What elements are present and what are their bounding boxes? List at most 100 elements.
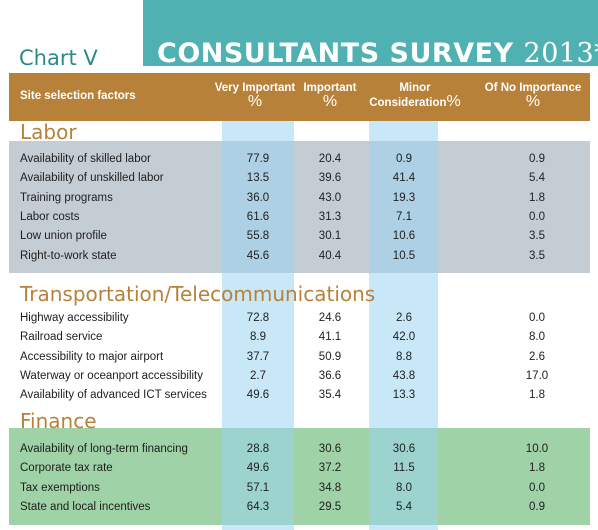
survey-title-main: CONSULTANTS SURVEY bbox=[157, 38, 514, 69]
row-value-cell: 5.4 bbox=[529, 172, 545, 185]
row-factor-label: Highway accessibility bbox=[20, 312, 129, 324]
table-row: Low union profile 55.8 30.1 10.6 3.5 bbox=[20, 227, 590, 246]
row-factor-label: Low union profile bbox=[20, 230, 107, 243]
row-value-cell: 30.6 bbox=[318, 443, 342, 455]
row-value-cell: 2.7 bbox=[250, 369, 266, 382]
row-value-cell: 5.4 bbox=[396, 500, 412, 513]
survey-year: 2013* bbox=[523, 38, 598, 69]
row-value-cell: 8.8 bbox=[396, 350, 412, 363]
header-very-important: Very Important % bbox=[205, 82, 305, 110]
row-value-cell: 30.1 bbox=[318, 230, 342, 243]
row-value-cell: 29.5 bbox=[318, 500, 342, 513]
row-value-cell: 8.9 bbox=[250, 331, 266, 344]
table-row: Highway accessibility 72.8 24.6 2.6 0.0 bbox=[20, 309, 590, 328]
row-factor-label: Tax exemptions bbox=[20, 481, 100, 494]
row-value-cell: 0.0 bbox=[529, 312, 545, 324]
row-value-cell: 11.5 bbox=[393, 462, 415, 475]
row-factor-label: Labor costs bbox=[20, 210, 80, 223]
row-value-cell: 2.6 bbox=[396, 312, 412, 324]
table-row: State and local incentives 64.3 29.5 5.4 0.9 bbox=[20, 498, 590, 517]
row-value-cell: 34.8 bbox=[318, 481, 342, 494]
row-factor-label: State and local incentives bbox=[20, 500, 151, 513]
table-row: Right-to-work state 45.6 40.4 10.5 3.5 bbox=[20, 247, 590, 266]
header-important: Important % bbox=[280, 82, 380, 110]
row-value-cell: 49.6 bbox=[246, 462, 270, 475]
row-value-cell: 7.1 bbox=[396, 210, 412, 223]
row-value-cell: 37.2 bbox=[318, 462, 342, 475]
row-value-cell: 8.0 bbox=[396, 481, 412, 494]
survey-title: CONSULTANTS SURVEY 2013* bbox=[157, 38, 598, 69]
row-value-cell: 0.9 bbox=[529, 153, 545, 165]
row-factor-label: Corporate tax rate bbox=[20, 462, 113, 475]
row-value-cell: 10.6 bbox=[392, 230, 416, 243]
table-row: Tax exemptions 57.1 34.8 8.0 0.0 bbox=[20, 479, 590, 498]
row-value-cell: 10.0 bbox=[525, 443, 549, 455]
table-row: Availability of skilled labor 77.9 20.4 0.9… bbox=[20, 150, 590, 169]
row-value-cell: 40.4 bbox=[318, 249, 342, 262]
row-value-cell: 13.5 bbox=[246, 172, 270, 185]
row-value-cell: 45.6 bbox=[246, 249, 270, 262]
row-value-cell: 43.0 bbox=[318, 191, 342, 204]
row-value-cell: 24.6 bbox=[318, 312, 342, 324]
row-value-cell: 39.6 bbox=[318, 172, 342, 185]
row-factor-label: Waterway or oceanport accessibility bbox=[20, 369, 204, 382]
row-value-cell: 0.0 bbox=[529, 210, 545, 223]
table-row: Labor costs 61.6 31.3 7.1 0.0 bbox=[20, 208, 590, 227]
header-minor-label: Minor bbox=[399, 82, 431, 94]
header-minor-line2: Consideration% bbox=[360, 94, 470, 110]
row-value-cell: 35.4 bbox=[318, 389, 342, 402]
row-value-cell: 0.9 bbox=[529, 500, 545, 513]
header-no-importance: Of No Importance % bbox=[478, 82, 588, 110]
row-value-cell: 41.1 bbox=[318, 331, 342, 344]
table-row: Availability of long-term financing 28.8 3… bbox=[20, 440, 590, 459]
row-value-cell: 55.8 bbox=[246, 230, 270, 243]
minor-consideration-column-highlight bbox=[369, 121, 438, 530]
table-row: Accessibility to major airport 37.7 50.9 8.… bbox=[20, 348, 590, 367]
row-value-cell: 57.1 bbox=[246, 481, 270, 494]
header-no-importance-label: Of No Importance bbox=[484, 82, 582, 94]
table-header-bar bbox=[9, 73, 590, 121]
row-value-cell: 77.9 bbox=[246, 153, 270, 165]
row-factor-label: Availability of unskilled labor bbox=[20, 172, 164, 185]
very-important-column-highlight bbox=[222, 121, 294, 530]
row-value-cell: 17.0 bbox=[525, 369, 549, 382]
table-row: Availability of unskilled labor 13.5 39.6 4… bbox=[20, 169, 590, 188]
row-factor-label: Railroad service bbox=[20, 331, 103, 344]
row-value-cell: 2.6 bbox=[529, 350, 545, 363]
row-value-cell: 50.9 bbox=[318, 350, 342, 363]
chart-label: Chart V bbox=[19, 46, 98, 70]
table-row: Railroad service 8.9 41.1 42.0 8.0 bbox=[20, 328, 590, 347]
header-minor-consideration: Minor Consideration% bbox=[360, 82, 470, 110]
table-row: Waterway or oceanport accessibility 2.7 36… bbox=[20, 367, 590, 386]
finance-section-band bbox=[9, 428, 590, 525]
row-value-cell: 3.5 bbox=[529, 249, 545, 262]
header-no-importance-pct: % bbox=[525, 93, 541, 110]
row-value-cell: 10.5 bbox=[392, 249, 416, 262]
row-value-cell: 13.3 bbox=[392, 389, 416, 402]
row-value-cell: 49.6 bbox=[246, 389, 270, 402]
section-title-transportation-telecommunications: Transportation/Telecommunications bbox=[20, 282, 376, 306]
row-value-cell: 1.8 bbox=[529, 462, 545, 475]
table-row: Corporate tax rate 49.6 37.2 11.5 1.8 bbox=[20, 459, 590, 478]
table-row: Training programs 36.0 43.0 19.3 1.8 bbox=[20, 189, 590, 208]
row-value-cell: 1.8 bbox=[529, 389, 545, 402]
row-value-cell: 61.6 bbox=[246, 210, 270, 223]
header-very-important-label: Very Important bbox=[214, 82, 296, 94]
row-value-cell: 37.7 bbox=[246, 350, 270, 363]
row-factor-label: Availability of advanced ICT services bbox=[20, 389, 207, 402]
row-value-cell: 0.9 bbox=[396, 153, 412, 165]
row-value-cell: 3.5 bbox=[529, 230, 545, 243]
title-banner bbox=[143, 0, 598, 66]
labor-section-band bbox=[9, 141, 590, 273]
row-value-cell: 64.3 bbox=[246, 500, 270, 513]
row-value-cell: 20.4 bbox=[318, 153, 342, 165]
header-important-label: Important bbox=[303, 82, 357, 94]
row-value-cell: 41.4 bbox=[392, 172, 416, 185]
row-factor-label: Availability of skilled labor bbox=[20, 153, 151, 165]
row-value-cell: 30.6 bbox=[392, 443, 416, 455]
row-factor-label: Training programs bbox=[20, 191, 113, 204]
section-title-labor: Labor bbox=[20, 120, 77, 144]
header-very-important-pct: % bbox=[247, 93, 263, 110]
row-value-cell: 36.6 bbox=[318, 369, 342, 382]
row-value-cell: 43.8 bbox=[392, 369, 416, 382]
